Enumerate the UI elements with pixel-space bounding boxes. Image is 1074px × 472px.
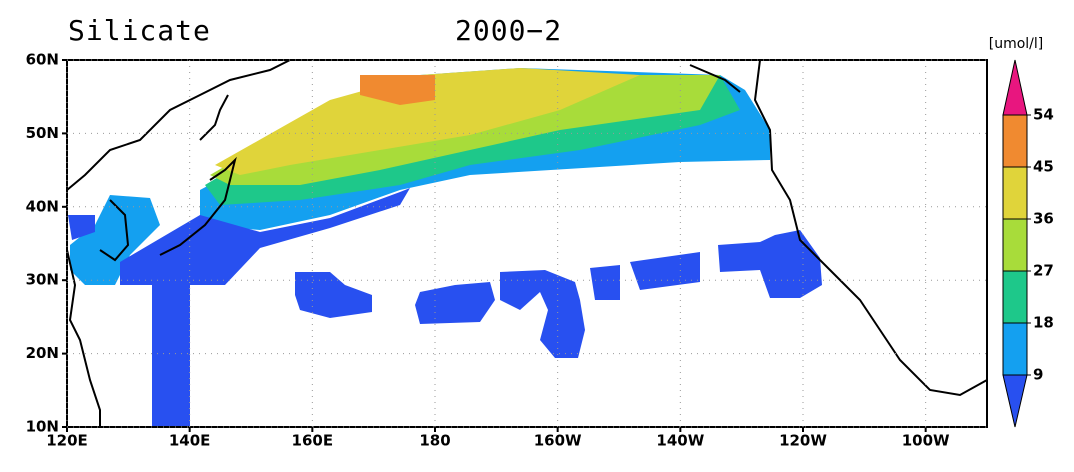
x-tick-label: 120E bbox=[46, 432, 88, 450]
colorbar-segment bbox=[1002, 114, 1028, 168]
colorbar-segment bbox=[1002, 270, 1028, 324]
x-tick-label: 140E bbox=[169, 432, 211, 450]
y-tick-label: 50N bbox=[26, 124, 59, 142]
map-subtitle: 2000−2 bbox=[455, 14, 562, 47]
colorbar-segment bbox=[1002, 374, 1028, 428]
x-tick-label: 180 bbox=[419, 432, 450, 450]
y-tick-label: 10N bbox=[26, 418, 59, 436]
x-tick-label: 160W bbox=[534, 432, 582, 450]
x-tick-label: 100W bbox=[902, 432, 950, 450]
colorbar-segment bbox=[1002, 166, 1028, 220]
y-tick-label: 60N bbox=[26, 51, 59, 69]
y-tick-label: 20N bbox=[26, 344, 59, 362]
map-title: Silicate bbox=[68, 14, 211, 47]
map-frame bbox=[66, 59, 988, 428]
silicate-field bbox=[68, 68, 822, 427]
colorbar-segment bbox=[1002, 218, 1028, 272]
colorbar-label: 27 bbox=[1033, 262, 1054, 280]
coastline bbox=[66, 59, 988, 427]
x-tick-label: 140W bbox=[656, 432, 704, 450]
colorbar-label: 54 bbox=[1033, 106, 1054, 124]
x-tick-label: 160E bbox=[292, 432, 334, 450]
x-tick-label: 120W bbox=[779, 432, 827, 450]
y-tick-label: 40N bbox=[26, 197, 59, 215]
colorbar-label: 45 bbox=[1033, 158, 1054, 176]
colorbar-label: 18 bbox=[1033, 314, 1054, 332]
colorbar-unit: [umol/l] bbox=[989, 36, 1044, 52]
colorbar-label: 9 bbox=[1033, 366, 1043, 384]
colorbar-label: 36 bbox=[1033, 210, 1054, 228]
y-tick-label: 30N bbox=[26, 271, 59, 289]
colorbar-segment bbox=[1002, 322, 1028, 376]
colorbar-segment bbox=[1002, 59, 1028, 116]
